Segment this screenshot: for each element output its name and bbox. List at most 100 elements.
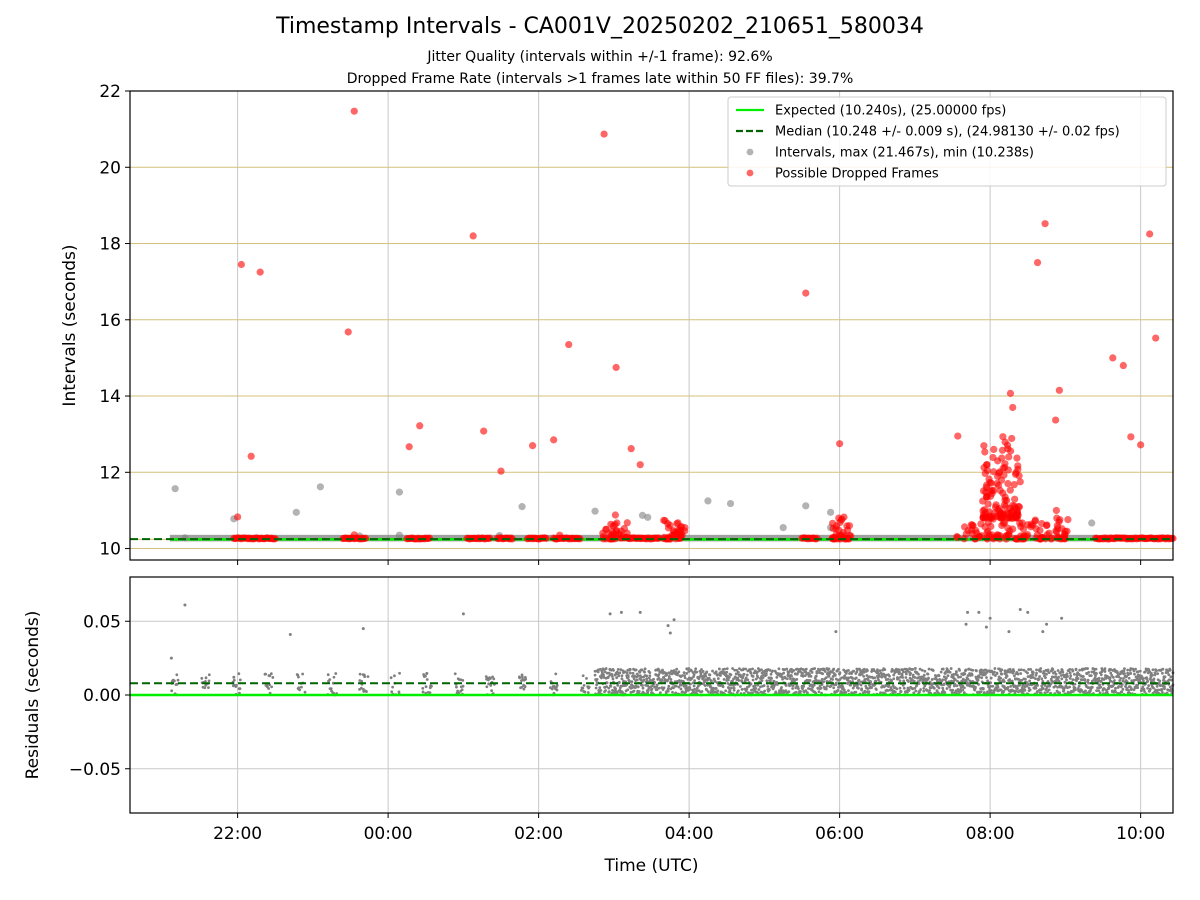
residual-outlier-point (232, 675, 236, 679)
dropped-frame-point (995, 468, 1004, 476)
residual-point (581, 686, 585, 690)
residual-point (424, 685, 428, 689)
dropped-frame-point (1055, 518, 1063, 526)
residual-point (1006, 686, 1010, 689)
residual-point (657, 676, 661, 680)
residual-point (751, 667, 754, 671)
chart-title: Timestamp Intervals - CA001V_20250202_21… (276, 14, 924, 39)
residual-point (786, 673, 790, 677)
residual-point (809, 674, 813, 678)
residual-point (760, 668, 763, 672)
residual-point (768, 668, 772, 672)
residual-outlier-point (638, 610, 642, 614)
residual-point (1106, 675, 1110, 679)
residual-point (860, 687, 864, 691)
residual-point (681, 690, 684, 694)
residual-point (691, 671, 695, 674)
residual-point (1027, 668, 1030, 671)
residual-point (1086, 667, 1089, 670)
residual-point (1129, 671, 1133, 675)
residual-point (1059, 674, 1063, 677)
dropped-frame-point (1109, 354, 1117, 362)
dropped-frame-point (627, 445, 635, 453)
residual-point (671, 690, 674, 694)
residual-point (751, 675, 755, 678)
residual-point (303, 690, 307, 694)
residual-point (1097, 678, 1101, 682)
residual-point (981, 687, 985, 690)
residual-point (1030, 683, 1034, 687)
residual-point (961, 684, 965, 688)
residual-point (669, 678, 673, 681)
residual-point (770, 677, 773, 680)
residual-point (727, 686, 731, 690)
y-tick-label: 20 (99, 158, 121, 178)
residual-point (705, 670, 709, 674)
residual-point (854, 676, 858, 680)
residual-point (1149, 671, 1153, 675)
residual-point (725, 667, 729, 671)
residual-point (1057, 675, 1061, 679)
residual-point (755, 670, 759, 674)
residual-point (784, 684, 788, 687)
residual-point (684, 689, 688, 693)
residual-point (950, 679, 954, 683)
residual-point (757, 688, 761, 691)
residual-point (207, 673, 211, 677)
residual-point (1123, 667, 1126, 671)
residual-point (693, 679, 697, 682)
residual-point (901, 676, 905, 679)
residual-point (1047, 688, 1051, 692)
residual-point (682, 671, 686, 675)
residual-point (1103, 670, 1107, 673)
residual-point (989, 676, 993, 680)
residual-point (706, 690, 710, 693)
residual-point (886, 689, 890, 692)
residual-point (1113, 679, 1116, 682)
residual-point (1090, 670, 1094, 674)
residual-point (899, 675, 902, 679)
residual-point (1097, 689, 1101, 693)
residual-point (641, 686, 645, 690)
residual-point (1009, 684, 1013, 688)
residual-point (791, 687, 794, 690)
residual-point (730, 686, 733, 690)
dropped-frame-point (1013, 454, 1021, 462)
residual-point (991, 684, 995, 688)
residual-point (743, 680, 747, 683)
residual-outlier-point (619, 610, 623, 614)
residual-point (1049, 682, 1053, 686)
residual-point (520, 673, 524, 677)
residual-point (632, 689, 636, 693)
dropped-frame-point (981, 523, 989, 531)
residual-point (1065, 672, 1069, 676)
residual-point (1053, 670, 1057, 674)
residual-point (777, 667, 781, 671)
residual-point (796, 687, 800, 691)
residual-point (1121, 679, 1125, 683)
legend-intervals-label: Intervals, max (21.467s), min (10.238s) (775, 146, 1034, 161)
dropped-frame-point (671, 531, 679, 539)
dropped-frame-point (802, 289, 810, 297)
residual-point (685, 672, 689, 675)
residual-point (1047, 671, 1051, 674)
residual-point (687, 670, 691, 673)
residual-point (1010, 679, 1014, 683)
residual-point (739, 685, 742, 688)
residual-point (518, 676, 522, 680)
residual-point (1127, 676, 1131, 680)
residual-point (170, 689, 174, 693)
residual-point (782, 691, 786, 694)
y-axis-label-residuals: Residuals (seconds) (23, 611, 43, 780)
residual-point (1045, 687, 1048, 691)
residual-point (1121, 687, 1125, 691)
residual-point (1036, 683, 1039, 687)
residual-point (812, 683, 816, 687)
residual-point (852, 669, 856, 673)
interval-point (316, 483, 324, 491)
residual-point (700, 668, 703, 671)
residual-point (1135, 676, 1139, 679)
residual-point (989, 689, 993, 692)
residual-point (907, 688, 911, 692)
